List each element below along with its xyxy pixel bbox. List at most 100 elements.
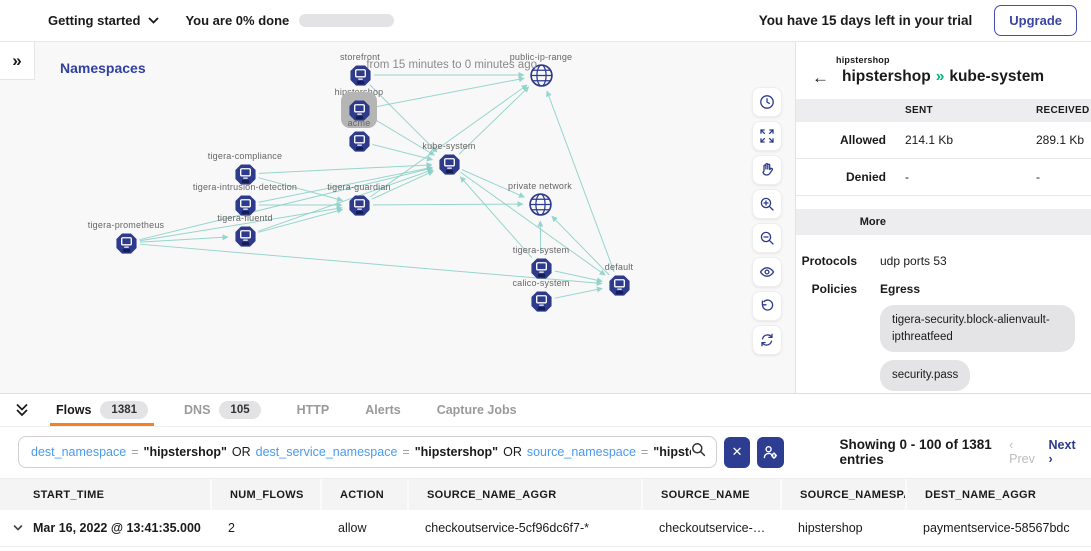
back-arrow-icon[interactable]: ← xyxy=(812,67,829,87)
results-count-text: Showing 0 - 100 of 1381 entries xyxy=(839,437,992,467)
namespace-icon xyxy=(523,283,559,319)
query-token-field: source_namespace xyxy=(526,445,636,459)
policy-tag[interactable]: tigera-security.block-alienvault-ipthrea… xyxy=(880,305,1075,353)
pan-button[interactable] xyxy=(752,155,782,185)
cell-source_name_aggr: checkoutservice-5cf96dc6f7-* xyxy=(425,521,589,535)
graph-node-label: public-ip-range xyxy=(509,52,573,62)
namespace-icon xyxy=(341,123,377,159)
query-token-keyword: OR xyxy=(503,445,522,459)
column-header-num_flows[interactable]: NUM_FLOWS xyxy=(210,479,320,510)
expand-row-button[interactable] xyxy=(12,522,24,534)
undo-icon xyxy=(761,299,774,311)
graph-node-label: tigera-compliance xyxy=(207,151,283,161)
graph-node-label: tigera-intrusion-detection xyxy=(192,182,298,192)
allowed-row: Allowed 214.1 Kb 289.1 Kb xyxy=(796,122,1091,159)
query-input[interactable]: dest_namespace = "hipstershop" OR dest_servi… xyxy=(18,436,717,468)
namespace-icon xyxy=(342,57,378,93)
column-header-dest_name_aggr[interactable]: DEST_NAME_AGGR xyxy=(905,479,1091,510)
cell-source_namespace: hipstershop xyxy=(798,521,863,535)
cell-start_time: Mar 16, 2022 @ 13:41:35.000 xyxy=(0,510,210,546)
globe-icon xyxy=(522,186,558,222)
user-query-settings-button[interactable] xyxy=(757,436,784,468)
tab-flows[interactable]: Flows 1381 xyxy=(50,394,155,426)
tab-dns[interactable]: DNS 105 xyxy=(178,394,267,426)
zoom-out-icon xyxy=(760,231,774,245)
zoom-out-button[interactable] xyxy=(752,223,782,253)
query-token-value: "hipstershop" xyxy=(414,445,499,459)
graph-node-label: tigera-system xyxy=(512,245,570,255)
tab-capture-jobs[interactable]: Capture Jobs xyxy=(431,394,523,426)
prev-page-button[interactable]: ‹ Prev xyxy=(1009,438,1035,466)
refresh-icon xyxy=(761,333,773,347)
close-icon: ✕ xyxy=(731,444,743,459)
tab-label: Capture Jobs xyxy=(436,403,517,417)
query-token-operator: = xyxy=(402,445,410,459)
received-column-header: RECEIVED xyxy=(1036,105,1090,116)
column-header-source_name[interactable]: SOURCE_NAME xyxy=(641,479,780,510)
query-token-field: dest_service_namespace xyxy=(255,445,398,459)
graph-node-label: tigera-fluentd xyxy=(217,213,273,223)
flow-detail-panel: hipstershop ← hipstershop» kube-system SE… xyxy=(796,42,1091,393)
history-icon xyxy=(760,95,774,109)
table-row[interactable]: Mar 16, 2022 @ 13:41:35.000 2 allow checkou… xyxy=(0,510,1091,547)
graph-node-label: default xyxy=(604,262,634,272)
tab-alerts[interactable]: Alerts xyxy=(359,394,406,426)
namespace-icon xyxy=(108,225,144,261)
collapse-panel-button[interactable] xyxy=(14,402,30,418)
filter-row: dest_namespace = "hipstershop" OR dest_servi… xyxy=(0,427,1091,478)
expand-left-panel-button[interactable]: » xyxy=(0,42,35,80)
graph-title: Namespaces xyxy=(60,60,146,76)
graph-node-label: private network xyxy=(507,181,573,191)
zoom-in-button[interactable] xyxy=(752,189,782,219)
history-button[interactable] xyxy=(752,87,782,117)
user-gear-icon xyxy=(763,445,777,459)
query-token-field: dest_namespace xyxy=(31,445,127,459)
cell-source_name: checkoutservice-… xyxy=(659,521,766,535)
denied-row: Denied - - xyxy=(796,159,1091,196)
tab-label: DNS xyxy=(184,403,211,417)
next-page-button[interactable]: Next › xyxy=(1048,438,1076,466)
cell-num_flows: 2 xyxy=(228,521,235,535)
progress-label: You are 0% done xyxy=(185,13,290,28)
more-section-header: More xyxy=(796,209,1091,235)
detail-title: hipstershop» kube-system xyxy=(842,68,1045,85)
graph-toolbar xyxy=(752,87,782,355)
tab-http[interactable]: HTTP xyxy=(291,394,336,426)
chevron-right-icon: › xyxy=(1048,452,1053,466)
trial-countdown-text: You have 15 days left in your trial xyxy=(758,13,973,28)
tab-label: Flows xyxy=(56,403,92,417)
pan-icon xyxy=(762,163,774,176)
expand-button[interactable] xyxy=(752,121,782,151)
policy-tag[interactable]: security.pass xyxy=(880,360,971,392)
refresh-button[interactable] xyxy=(752,325,782,355)
getting-started-menu[interactable]: Getting started xyxy=(48,13,160,28)
column-header-source_name_aggr[interactable]: SOURCE_NAME_AGGR xyxy=(407,479,641,510)
cell-dest_name_aggr: paymentservice-58567bdc xyxy=(923,521,1070,535)
graph-edges xyxy=(139,72,615,299)
denied-sent-value: - xyxy=(905,170,909,184)
graph-node-label: kube-system xyxy=(422,141,476,151)
sent-column-header: SENT xyxy=(905,105,933,116)
graph-node-label: acme xyxy=(347,118,371,128)
upgrade-button[interactable]: Upgrade xyxy=(994,5,1077,36)
clear-query-button[interactable]: ✕ xyxy=(724,436,751,468)
visibility-button[interactable] xyxy=(752,257,782,287)
graph-node-label: tigera-guardian xyxy=(327,182,391,192)
column-header-source_namespace[interactable]: SOURCE_NAMESPACE xyxy=(780,479,927,510)
tab-label: Alerts xyxy=(365,403,401,417)
time-range-label: from 15 minutes to 0 minutes ago xyxy=(366,59,537,71)
allowed-received-value: 289.1 Kb xyxy=(1036,133,1085,147)
namespace-icon xyxy=(601,267,637,303)
search-icon xyxy=(691,442,706,462)
namespace-icon xyxy=(227,187,263,223)
tab-count-badge: 105 xyxy=(219,401,261,419)
undo-button[interactable] xyxy=(752,291,782,321)
column-header-start_time[interactable]: START_TIME xyxy=(0,479,210,510)
service-graph-panel: » Namespaces from 15 minutes to 0 minute… xyxy=(0,42,796,393)
column-header-action[interactable]: ACTION xyxy=(320,479,407,510)
query-token-keyword: OR xyxy=(231,445,251,459)
bottom-panel: Flows 1381 DNS 105 HTTP Alerts Capture Jobs de… xyxy=(0,393,1091,547)
denied-received-value: - xyxy=(1036,170,1040,184)
namespace-icon xyxy=(227,218,263,254)
cell-action: allow xyxy=(338,521,367,535)
